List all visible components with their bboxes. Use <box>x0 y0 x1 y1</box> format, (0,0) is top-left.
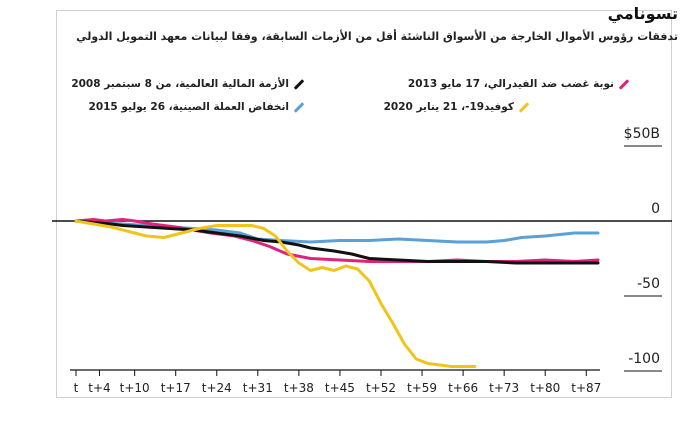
y-tick-label: 0 <box>651 201 660 217</box>
series-line-covid <box>74 219 477 368</box>
series-line-gfc <box>74 219 600 265</box>
legend-label-covid: كوفيد19-، 21 يناير 2020 <box>383 101 514 113</box>
x-tick-label: t <box>74 381 79 395</box>
y-tick-label: -50 <box>637 276 660 292</box>
chart-subtitle: تدفقات رؤوس الأموال الخارجة من الأسواق ا… <box>76 30 678 43</box>
legend-label-taper: نوبة غضب ضد الفيدرالي، 17 مايو 2013 <box>407 78 614 90</box>
legend-item-china: انخفاض العملة الصينية، 26 يوليو 2015 <box>89 101 305 113</box>
chart-frame <box>56 10 672 398</box>
legend-item-gfc: الأزمة المالية العالمية، من 8 سبتمبر 200… <box>71 78 305 90</box>
y-tick-label: $50B <box>624 126 660 142</box>
x-tick-label: t+10 <box>120 381 150 395</box>
x-tick-label: t+38 <box>284 381 314 395</box>
legend-item-covid: كوفيد19-، 21 يناير 2020 <box>384 101 530 113</box>
x-tick-label: t+24 <box>202 381 232 395</box>
x-tick-label: t+59 <box>407 381 437 395</box>
x-tick-label: t+80 <box>530 381 560 395</box>
x-tick-label: t+66 <box>448 381 478 395</box>
x-tick-label: t+17 <box>161 381 191 395</box>
y-tick-label: -100 <box>628 351 660 367</box>
legend-item-taper: نوبة غضب ضد الفيدرالي، 17 مايو 2013 <box>408 78 630 90</box>
x-tick-label: t+45 <box>325 381 355 395</box>
x-tick-label: t+4 <box>88 381 110 395</box>
x-tick-label: t+52 <box>366 381 396 395</box>
legend-label-china: انخفاض العملة الصينية، 26 يوليو 2015 <box>88 101 289 113</box>
x-tick-label: t+73 <box>489 381 519 395</box>
chart-title: تسونامي <box>607 4 678 23</box>
x-tick-label: t+87 <box>571 381 601 395</box>
legend-label-gfc: الأزمة المالية العالمية، من 8 سبتمبر 200… <box>71 78 289 90</box>
x-tick-label: t+31 <box>243 381 273 395</box>
